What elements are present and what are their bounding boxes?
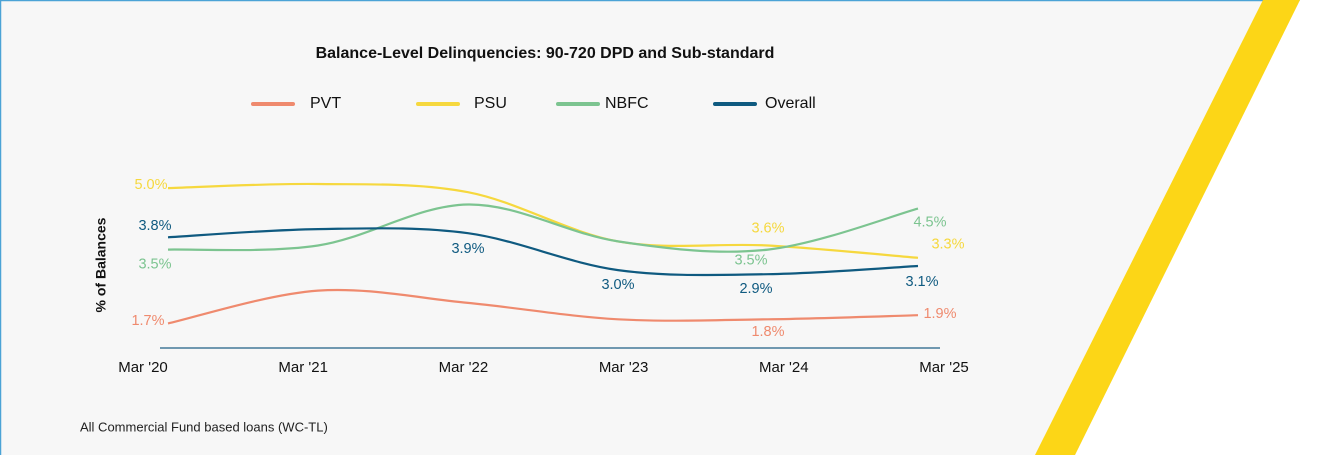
data-label: 3.0% (601, 277, 634, 293)
x-tick-label: Mar '24 (759, 359, 809, 376)
data-label: 3.6% (751, 220, 784, 236)
y-axis-title: % of Balances (93, 217, 109, 312)
data-label: 4.5% (913, 214, 946, 230)
x-tick-label: Mar '20 (118, 359, 168, 376)
legend-label: PVT (310, 95, 341, 112)
x-tick-label: Mar '21 (278, 359, 328, 376)
legend-label: NBFC (605, 95, 649, 112)
data-label: 5.0% (134, 177, 167, 193)
footnote: All Commercial Fund based loans (WC-TL) (80, 419, 328, 434)
data-label: 3.5% (734, 252, 767, 268)
data-label: 3.8% (138, 218, 171, 234)
x-tick-label: Mar '23 (599, 359, 649, 376)
x-tick-label: Mar '25 (919, 359, 969, 376)
data-label: 1.8% (751, 324, 784, 340)
x-tick-label: Mar '22 (439, 359, 489, 376)
legend-label: PSU (474, 95, 507, 112)
chart-title: Balance-Level Delinquencies: 90-720 DPD … (316, 45, 775, 62)
data-label: 1.9% (923, 306, 956, 322)
data-label: 3.5% (138, 256, 171, 272)
data-label: 3.1% (905, 274, 938, 290)
legend-label: Overall (765, 95, 816, 112)
data-label: 1.7% (131, 313, 164, 329)
data-label: 3.3% (931, 237, 964, 253)
data-label: 2.9% (739, 281, 772, 297)
data-label: 3.9% (451, 241, 484, 257)
